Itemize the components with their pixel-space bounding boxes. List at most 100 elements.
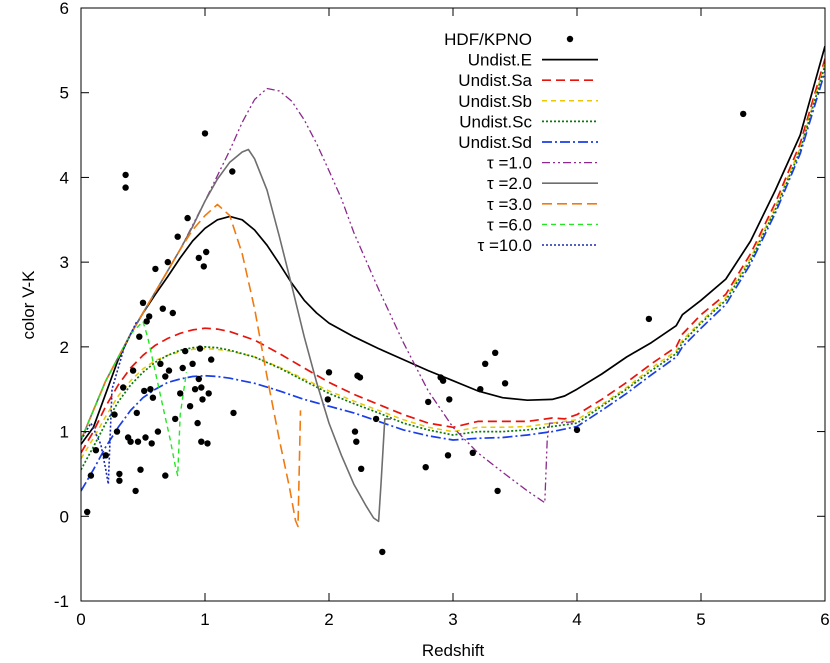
data-point: [351, 428, 359, 435]
series-line-3: [81, 62, 825, 460]
data-point: [208, 356, 215, 363]
data-point: [439, 377, 447, 384]
data-point: [198, 438, 205, 445]
data-point: [379, 548, 386, 556]
data-point: [477, 386, 484, 393]
data-point: [142, 434, 149, 441]
x-axis-label: Redshift: [422, 641, 485, 660]
data-point: [444, 452, 452, 459]
y-tick-label: 2: [60, 338, 69, 357]
data-point: [469, 449, 476, 456]
data-point: [195, 375, 202, 383]
data-point: [148, 440, 155, 447]
y-tick-label: 0: [60, 507, 69, 526]
data-point: [133, 409, 140, 417]
data-point: [186, 403, 194, 410]
data-point: [113, 428, 121, 435]
data-point: [422, 464, 429, 471]
y-tick-label: 3: [60, 253, 69, 272]
data-point: [162, 373, 169, 380]
data-point: [425, 398, 432, 406]
legend-label: τ =3.0: [487, 195, 532, 214]
x-tick-label: 6: [820, 610, 829, 629]
data-point: [137, 466, 144, 473]
legend-label: τ =2.0: [487, 174, 532, 193]
series-line-4: [81, 65, 825, 471]
data-point: [111, 411, 118, 418]
data-point: [740, 110, 747, 118]
legend-marker: [566, 35, 574, 43]
data-point: [146, 313, 153, 320]
x-tick-label: 1: [200, 610, 209, 629]
data-point: [356, 374, 364, 381]
data-point: [162, 472, 169, 479]
data-point: [174, 233, 181, 240]
data-point: [87, 472, 95, 479]
plot-area: [81, 45, 825, 556]
x-tick-label: 3: [448, 610, 457, 629]
data-point: [154, 428, 162, 435]
legend-label: Undist.Sc: [459, 112, 532, 131]
data-point: [189, 360, 196, 367]
data-point: [122, 171, 129, 179]
data-point: [501, 380, 509, 387]
data-point: [198, 384, 205, 391]
data-point: [122, 184, 129, 191]
data-point: [203, 248, 210, 256]
legend-label: Undist.Sd: [458, 133, 532, 152]
legend: HDF/KPNOUndist.EUndist.SaUndist.SbUndist…: [444, 30, 598, 255]
series-line-8: [81, 203, 302, 528]
data-point: [645, 315, 653, 323]
data-point: [157, 360, 164, 367]
data-point: [573, 426, 581, 434]
data-point: [325, 369, 333, 376]
data-point: [172, 415, 179, 423]
data-point: [136, 333, 143, 340]
data-point: [358, 465, 365, 472]
series-line-10: [81, 321, 138, 485]
axis-ticks: 0 1 2 3 4 5 6 -1 0 1 2 3 4 5 6: [54, 0, 830, 629]
data-point: [324, 396, 331, 403]
data-point: [194, 419, 201, 427]
data-point: [141, 387, 148, 395]
data-point: [84, 508, 91, 516]
data-point: [127, 438, 134, 445]
legend-label: Undist.Sb: [458, 92, 532, 111]
data-point: [92, 447, 100, 454]
data-point: [230, 409, 237, 417]
data-point: [179, 364, 186, 372]
data-point: [129, 367, 137, 374]
data-point: [372, 415, 380, 423]
data-point: [116, 477, 123, 484]
data-point: [159, 305, 166, 312]
data-point: [196, 345, 204, 352]
x-tick-label: 4: [572, 610, 581, 629]
y-tick-label: 4: [60, 168, 69, 187]
series-line-5: [81, 71, 825, 492]
data-point: [492, 349, 499, 356]
data-point: [182, 347, 189, 355]
data-point: [116, 470, 123, 478]
y-tick-label: 6: [60, 0, 69, 18]
y-tick-label: 5: [60, 84, 69, 103]
y-axis-label: color V-K: [19, 270, 38, 340]
x-tick-label: 0: [76, 610, 85, 629]
data-point: [229, 168, 236, 175]
data-point: [149, 394, 157, 401]
data-point: [132, 487, 139, 495]
data-point: [164, 258, 171, 266]
x-tick-label: 5: [696, 610, 705, 629]
data-point: [152, 265, 159, 273]
data-point: [191, 386, 199, 393]
data-point: [353, 438, 360, 445]
data-point: [102, 452, 110, 459]
data-point: [195, 254, 202, 262]
data-point: [494, 487, 501, 495]
data-point: [205, 390, 212, 397]
data-point: [139, 299, 147, 306]
data-point: [446, 396, 453, 403]
legend-label: τ =1.0: [487, 154, 532, 173]
y-tick-label: 1: [60, 423, 69, 442]
